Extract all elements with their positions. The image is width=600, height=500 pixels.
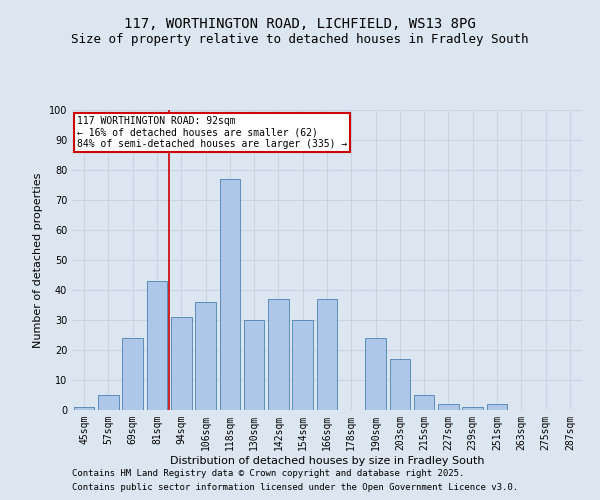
X-axis label: Distribution of detached houses by size in Fradley South: Distribution of detached houses by size … — [170, 456, 484, 466]
Bar — [487, 404, 508, 410]
Bar — [122, 338, 143, 410]
Bar — [244, 320, 265, 410]
Bar — [317, 299, 337, 410]
Bar — [268, 299, 289, 410]
Bar — [171, 317, 191, 410]
Text: 117 WORTHINGTON ROAD: 92sqm
← 16% of detached houses are smaller (62)
84% of sem: 117 WORTHINGTON ROAD: 92sqm ← 16% of det… — [77, 116, 347, 149]
Bar — [463, 407, 483, 410]
Text: Contains HM Land Registry data © Crown copyright and database right 2025.: Contains HM Land Registry data © Crown c… — [72, 468, 464, 477]
Bar — [365, 338, 386, 410]
Y-axis label: Number of detached properties: Number of detached properties — [33, 172, 43, 348]
Bar — [438, 404, 459, 410]
Text: Size of property relative to detached houses in Fradley South: Size of property relative to detached ho… — [71, 32, 529, 46]
Bar — [98, 395, 119, 410]
Bar — [220, 179, 240, 410]
Bar — [146, 281, 167, 410]
Bar — [414, 395, 434, 410]
Bar — [195, 302, 216, 410]
Text: Contains public sector information licensed under the Open Government Licence v3: Contains public sector information licen… — [72, 484, 518, 492]
Bar — [292, 320, 313, 410]
Bar — [74, 407, 94, 410]
Bar — [389, 359, 410, 410]
Text: 117, WORTHINGTON ROAD, LICHFIELD, WS13 8PG: 117, WORTHINGTON ROAD, LICHFIELD, WS13 8… — [124, 18, 476, 32]
